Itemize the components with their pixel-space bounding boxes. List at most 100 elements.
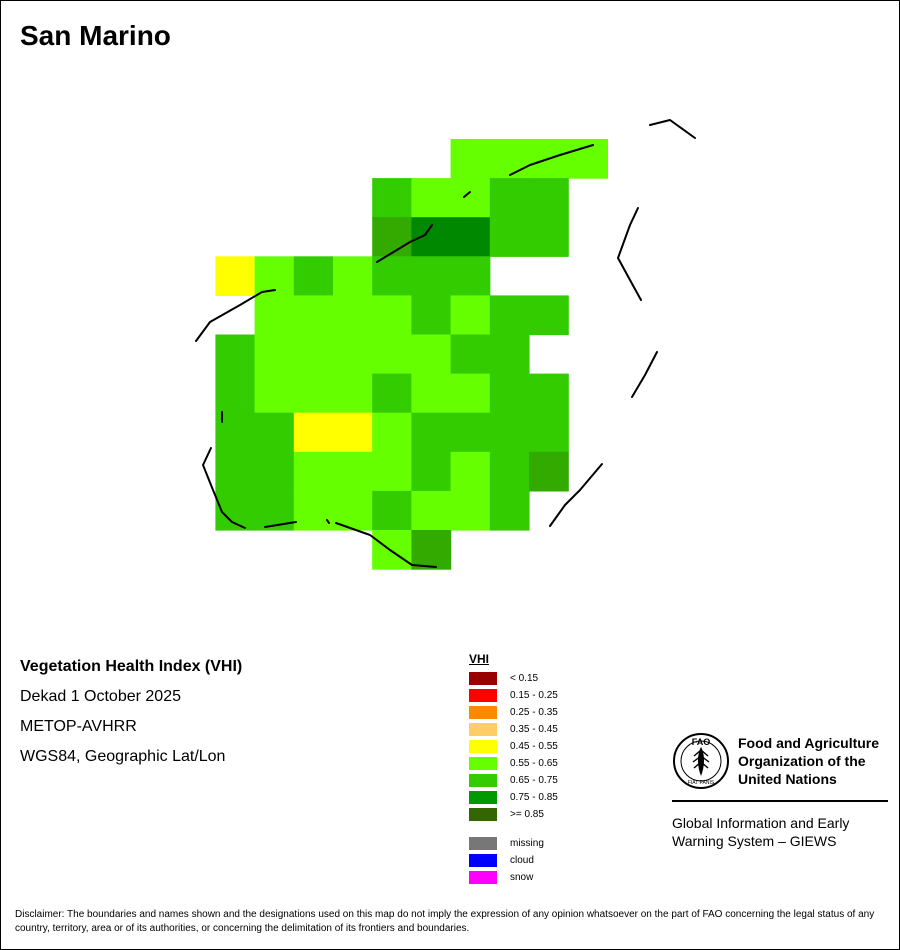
vhi-cell [293,373,334,414]
vhi-cell [215,373,256,414]
vhi-cell [411,412,452,453]
vhi-cell [450,139,491,179]
legend-swatch [469,854,497,867]
map-title: San Marino [20,20,171,51]
legend-item: 0.15 - 0.25 [469,687,558,704]
vhi-cell [411,490,452,531]
legend-label: 0.65 - 0.75 [510,775,558,786]
vhi-cell [372,412,412,453]
boundary-segment [264,521,297,528]
vhi-cell [254,295,295,336]
boundary-segment [195,289,276,342]
vhi-cell [489,178,530,218]
legend-swatch [469,791,497,804]
legend-swatch [469,757,497,770]
legend-label: >= 0.85 [510,809,544,820]
legend-item: >= 0.85 [469,806,558,823]
vhi-cell [372,295,412,336]
vhi-cell [489,490,530,531]
vhi-cell [489,451,530,492]
legend-swatch [469,871,497,884]
legend-swatch [469,774,497,787]
vhi-cell [372,530,412,570]
product-name: Vegetation Health Index (VHI) [20,658,243,675]
legend-extra: missing cloud snow [469,835,558,886]
vhi-cell [450,334,491,375]
legend-label: 0.25 - 0.35 [510,707,558,718]
vhi-cell [254,451,295,492]
map-info: Vegetation Health Index (VHI) Dekad 1 Oc… [20,656,242,776]
legend-swatch [469,706,497,719]
vhi-cell [333,334,373,375]
vhi-raster [215,139,608,570]
boundary-segment [509,144,594,176]
legend-item: 0.55 - 0.65 [469,755,558,772]
boundary-segment [649,119,696,139]
disclaimer: Disclaimer: The boundaries and names sho… [15,909,875,934]
boundary-segment [202,447,246,529]
vhi-cell [293,295,334,336]
vhi-cell [450,256,491,296]
vhi-cell [372,490,412,531]
vhi-cell [450,178,491,218]
fao-divider [672,800,888,802]
legend-label: 0.45 - 0.55 [510,741,558,752]
fao-logo-letters: FAO [692,737,711,747]
legend-label: 0.55 - 0.65 [510,758,558,769]
vhi-cell [450,373,491,414]
vhi-cell [372,373,412,414]
giews-line: Global Information and Early [672,815,850,831]
legend-item: 0.35 - 0.45 [469,721,558,738]
dekad-date: Dekad 1 October 2025 [20,688,181,705]
vhi-cell [529,217,569,257]
legend-item: 0.45 - 0.55 [469,738,558,755]
vhi-cell [529,412,569,453]
boundary-segment [463,191,471,198]
vhi-cell [293,490,334,531]
legend-item: cloud [469,852,558,869]
boundary-segment [617,207,642,301]
vhi-cell [568,139,608,179]
giews-label: Global Information and Early Warning Sys… [672,814,888,850]
vhi-cell [215,256,256,296]
legend-swatch [469,808,497,821]
legend-classes: < 0.15 0.15 - 0.25 0.25 - 0.35 0.35 - 0.45 0… [469,670,558,823]
legend-item: missing [469,835,558,852]
legend-swatch [469,837,497,850]
vhi-cell [489,139,530,179]
vhi-cell [293,451,334,492]
legend-label: < 0.15 [510,673,539,684]
vhi-cell [529,178,569,218]
vhi-cell [215,451,256,492]
vhi-cell [489,295,530,336]
vhi-cell [372,256,412,296]
vhi-cell [293,334,334,375]
boundary-segment [549,463,603,527]
giews-line: Warning System – GIEWS [672,833,837,849]
fao-logo: FAO FIAT PANIS [673,733,729,789]
vhi-cell [254,373,295,414]
sensor-name: METOP-AVHRR [20,718,137,735]
vhi-cell [372,178,412,218]
vhi-cell [411,334,452,375]
boundary-segment [326,519,330,524]
vhi-cell [450,490,491,531]
legend-item: snow [469,869,558,886]
vhi-cell [293,256,334,296]
legend-label: cloud [510,855,534,866]
legend: VHI < 0.15 0.15 - 0.25 0.25 - 0.35 0.35 - 0… [469,652,558,886]
fao-org-line: Food and Agriculture [738,735,880,751]
vhi-cell [411,373,452,414]
boundary-segment [631,351,658,398]
vhi-cell [489,334,530,375]
legend-item: 0.25 - 0.35 [469,704,558,721]
vhi-cell [529,373,569,414]
legend-item: 0.75 - 0.85 [469,789,558,806]
vhi-cell [333,295,373,336]
boundary-segment [376,224,433,263]
legend-label: snow [510,872,534,883]
boundary-segment [335,522,437,568]
fao-logo-motto: FIAT PANIS [688,780,715,786]
legend-label: missing [510,838,544,849]
legend-swatch [469,672,497,685]
